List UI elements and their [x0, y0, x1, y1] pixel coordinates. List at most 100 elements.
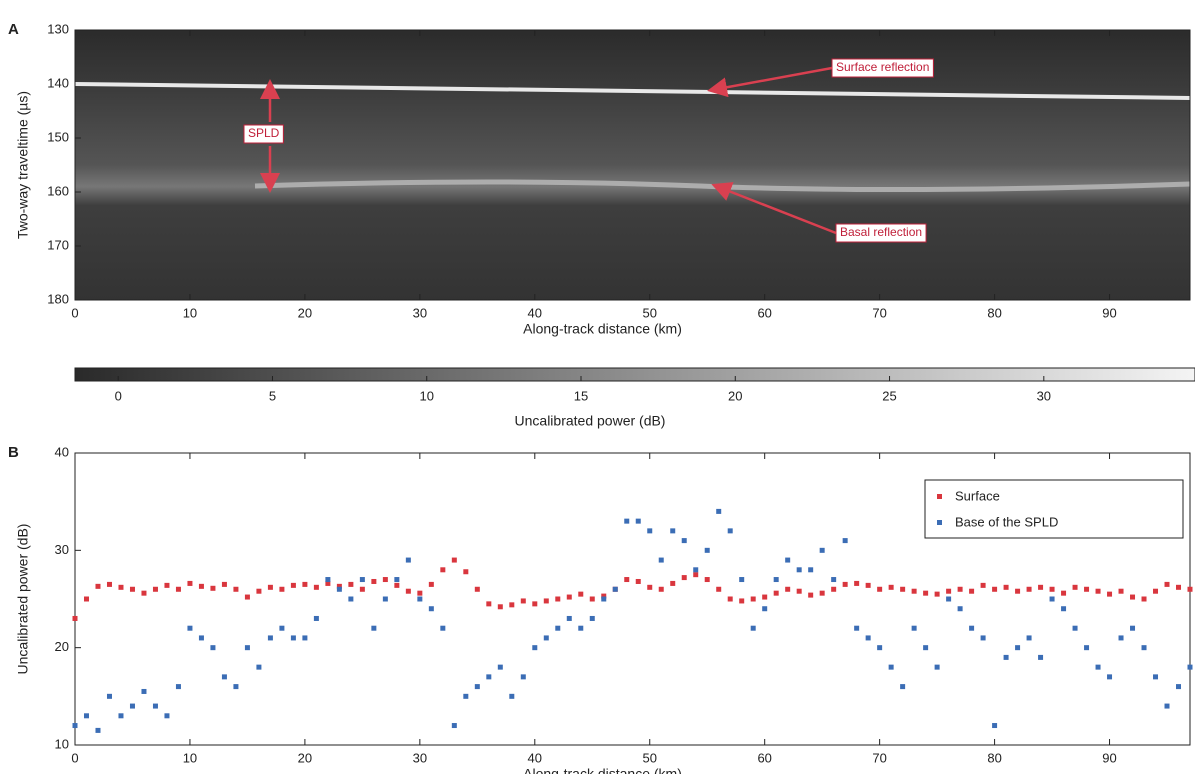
- data-point: [957, 586, 963, 592]
- data-point: [95, 583, 101, 589]
- data-point: [210, 645, 216, 651]
- data-point: [313, 615, 319, 621]
- data-point: [693, 572, 699, 578]
- colorbar-tick-label: 10: [420, 388, 434, 403]
- x-tick-label: 50: [643, 305, 657, 320]
- data-point: [532, 601, 538, 607]
- data-point: [693, 567, 699, 573]
- panel-label: A: [8, 21, 19, 38]
- colorbar-tick-label: 0: [115, 388, 122, 403]
- data-point: [704, 547, 710, 553]
- annotation-box: [243, 124, 284, 144]
- data-point: [980, 582, 986, 588]
- data-point: [946, 588, 952, 594]
- colorbar-tick-label: 5: [269, 388, 276, 403]
- data-point: [831, 577, 837, 583]
- data-point: [647, 584, 653, 590]
- data-point: [256, 588, 262, 594]
- data-point: [164, 713, 170, 719]
- data-point: [497, 604, 503, 610]
- data-point: [72, 615, 78, 621]
- colorbar: [74, 367, 1195, 382]
- data-point: [509, 693, 515, 699]
- data-point: [95, 727, 101, 733]
- data-point: [854, 625, 860, 631]
- data-point: [762, 606, 768, 612]
- data-point: [658, 557, 664, 563]
- data-point: [336, 586, 342, 592]
- data-point: [865, 635, 871, 641]
- x-tick-label: 0: [71, 305, 78, 320]
- y-tick-label: 30: [55, 542, 69, 557]
- annotation-arrow: [711, 182, 837, 235]
- data-point: [267, 584, 273, 590]
- data-point: [1176, 584, 1182, 590]
- x-axis-label: Along-track distance (km): [523, 766, 682, 774]
- colorbar-tick-label: 30: [1037, 388, 1051, 403]
- colorbar-tick-label: 20: [728, 388, 742, 403]
- data-point: [1107, 674, 1113, 680]
- data-point: [1095, 664, 1101, 670]
- legend: [924, 479, 1184, 539]
- data-point: [451, 723, 457, 729]
- data-point: [624, 518, 630, 524]
- data-point: [888, 664, 894, 670]
- data-point: [382, 596, 388, 602]
- data-point: [279, 625, 285, 631]
- x-tick-label: 10: [183, 305, 197, 320]
- data-point: [440, 625, 446, 631]
- y-tick-label: 130: [47, 21, 69, 36]
- data-point: [716, 508, 722, 514]
- data-point: [1061, 590, 1067, 596]
- data-point: [244, 594, 250, 600]
- data-point: [290, 582, 296, 588]
- data-point: [1187, 586, 1193, 592]
- data-point: [612, 586, 618, 592]
- data-point: [509, 602, 515, 608]
- data-point: [486, 601, 492, 607]
- data-point: [463, 693, 469, 699]
- data-point: [1164, 581, 1170, 587]
- data-point: [1130, 594, 1136, 600]
- y-tick-label: 160: [47, 183, 69, 198]
- data-point: [635, 518, 641, 524]
- data-point: [474, 586, 480, 592]
- data-point: [946, 596, 952, 602]
- data-point: [187, 580, 193, 586]
- x-tick-label: 80: [987, 750, 1001, 765]
- y-tick-label: 40: [55, 444, 69, 459]
- y-axis-label: Two-way traveltime (µs): [15, 91, 31, 239]
- x-tick-label: 80: [987, 305, 1001, 320]
- data-point: [727, 528, 733, 534]
- data-point: [325, 580, 331, 586]
- data-point: [566, 594, 572, 600]
- y-tick-label: 150: [47, 129, 69, 144]
- data-point: [911, 625, 917, 631]
- data-point: [1187, 664, 1193, 670]
- data-point: [1118, 635, 1124, 641]
- data-point: [1095, 588, 1101, 594]
- data-point: [440, 567, 446, 573]
- data-point: [83, 713, 89, 719]
- legend-swatch: [937, 520, 942, 525]
- data-point: [716, 586, 722, 592]
- data-point: [842, 581, 848, 587]
- colorbar-tick-label: 25: [882, 388, 896, 403]
- legend-label: Base of the SPLD: [955, 514, 1058, 529]
- basal-echo: [254, 179, 1191, 193]
- data-point: [72, 723, 78, 729]
- x-tick-label: 60: [757, 305, 771, 320]
- data-point: [865, 582, 871, 588]
- data-point: [497, 664, 503, 670]
- data-point: [739, 598, 745, 604]
- data-point: [152, 703, 158, 709]
- annotation: SPLD: [248, 126, 280, 140]
- x-tick-label: 40: [528, 750, 542, 765]
- data-point: [1003, 584, 1009, 590]
- data-point: [417, 590, 423, 596]
- data-point: [647, 528, 653, 534]
- data-point: [785, 586, 791, 592]
- data-point: [256, 664, 262, 670]
- x-tick-label: 0: [71, 750, 78, 765]
- data-point: [233, 586, 239, 592]
